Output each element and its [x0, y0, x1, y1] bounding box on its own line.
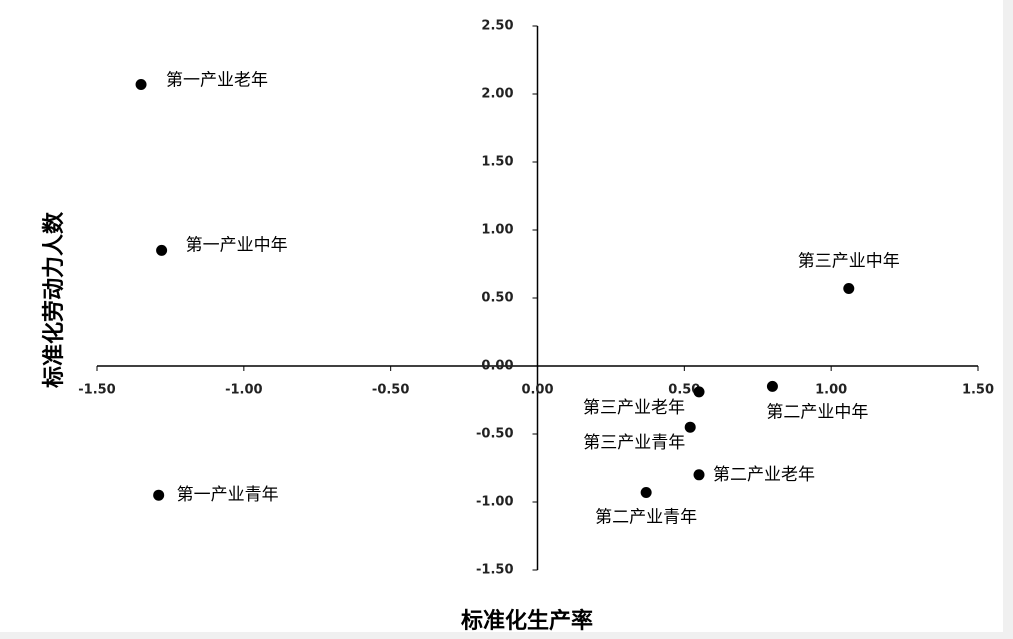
point-label: 第三产业中年 — [798, 251, 900, 271]
point-label: 第一产业老年 — [166, 70, 268, 90]
y-tick-label: 0.00 — [481, 359, 513, 374]
y-axis-title: 标准化劳动力人数 — [41, 211, 67, 388]
y-tick-label: 2.50 — [481, 19, 513, 34]
point-label: 第三产业青年 — [583, 433, 685, 453]
x-tick-label: -0.50 — [372, 383, 409, 398]
x-tick-label: 0.50 — [668, 383, 700, 398]
y-tick-label: -0.50 — [476, 427, 513, 442]
x-tick-label: -1.00 — [225, 383, 262, 398]
y-tick-label: 1.50 — [481, 155, 513, 170]
y-tick-label: -1.00 — [476, 495, 513, 510]
point — [640, 486, 652, 498]
point — [684, 421, 696, 433]
point-label: 第一产业青年 — [177, 485, 279, 505]
y-tick-label: -1.50 — [476, 563, 513, 578]
point-label: 第三产业老年 — [583, 398, 685, 418]
x-tick-label: 1.50 — [962, 383, 994, 398]
point — [693, 469, 705, 481]
point — [843, 282, 855, 294]
point-label: 第一产业中年 — [186, 235, 288, 255]
x-axis-title: 标准化生产率 — [461, 608, 593, 634]
point-label: 第二产业中年 — [766, 402, 868, 422]
x-tick-label: -1.50 — [78, 383, 115, 398]
x-tick-label: 0.00 — [521, 383, 553, 398]
point — [693, 386, 705, 398]
point — [766, 380, 778, 392]
point-label: 第二产业老年 — [713, 465, 815, 485]
y-tick-label: 2.00 — [481, 87, 513, 102]
y-tick-label: 1.00 — [481, 223, 513, 238]
point-label: 第二产业青年 — [595, 507, 697, 527]
point — [135, 78, 147, 90]
chart-background — [0, 0, 1003, 632]
x-tick-label: 1.00 — [815, 383, 847, 398]
point — [156, 244, 168, 256]
point — [153, 489, 165, 501]
y-tick-label: 0.50 — [481, 291, 513, 306]
